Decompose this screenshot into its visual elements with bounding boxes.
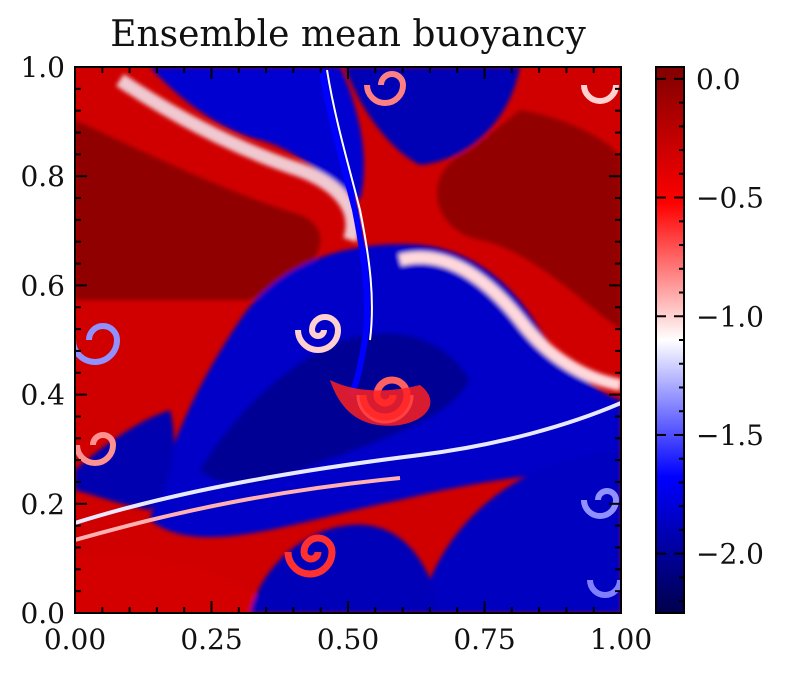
field-thin-filament	[319, 69, 370, 398]
vortex-upper-center	[295, 314, 342, 353]
field-dark-red-upper-right	[437, 110, 621, 330]
y-tick-labels: 0.0 0.2 0.4 0.6 0.8 1.0	[20, 51, 65, 630]
chart-title: Ensemble mean buoyancy	[110, 14, 586, 55]
vortex-top-center	[364, 71, 407, 106]
x-tick-label: 1.00	[590, 623, 652, 656]
field-light-band-upper	[116, 74, 360, 243]
y-tick-label: 0.0	[20, 597, 65, 630]
colorbar-tick-label: −1.0	[696, 300, 764, 333]
field-interface-band	[75, 401, 621, 525]
vortex-bottom	[284, 534, 336, 578]
vortex-left	[75, 323, 121, 466]
colorbar-tick-label: −2.0	[696, 538, 764, 571]
colorbar-ticks	[656, 77, 684, 603]
field-dark-red-upper-left	[75, 120, 321, 300]
y-tick-label: 0.6	[20, 269, 65, 302]
field-blue-bottom	[250, 524, 440, 613]
colorbar-tick-label: −0.5	[696, 182, 764, 215]
colorbar-tick-label: 0.0	[696, 63, 741, 96]
colorbar-tick-label: −1.5	[696, 419, 764, 452]
field-interface-band-lower	[75, 476, 401, 542]
field-thin-filament-edge	[326, 69, 373, 341]
field-red-bottom-left	[75, 556, 280, 613]
y-tick-label: 0.2	[20, 488, 65, 521]
field-blue-center-deep	[200, 333, 470, 484]
x-tick-label: 0.25	[180, 623, 242, 656]
field-red-tongue	[330, 380, 431, 426]
x-tick-label: 0.00	[44, 623, 106, 656]
field-blue-top-right	[345, 67, 520, 165]
heatmap-field	[75, 67, 621, 613]
field-blue-left	[75, 410, 174, 510]
colorbar-tick-labels: 0.0 −0.5 −1.0 −1.5 −2.0	[696, 63, 764, 571]
x-tick-label: 0.75	[453, 623, 515, 656]
field-blue-top	[150, 67, 364, 200]
y-tick-label: 1.0	[20, 51, 65, 84]
x-tick-labels: 0.00 0.25 0.50 0.75 1.00	[44, 623, 652, 656]
x-ticks	[74, 67, 622, 613]
field-light-band-right	[398, 251, 621, 391]
y-ticks	[75, 66, 621, 614]
field-blue-bottom-right	[420, 450, 621, 613]
y-tick-label: 0.4	[20, 379, 65, 412]
x-tick-label: 0.50	[317, 623, 379, 656]
y-tick-label: 0.8	[20, 160, 65, 193]
